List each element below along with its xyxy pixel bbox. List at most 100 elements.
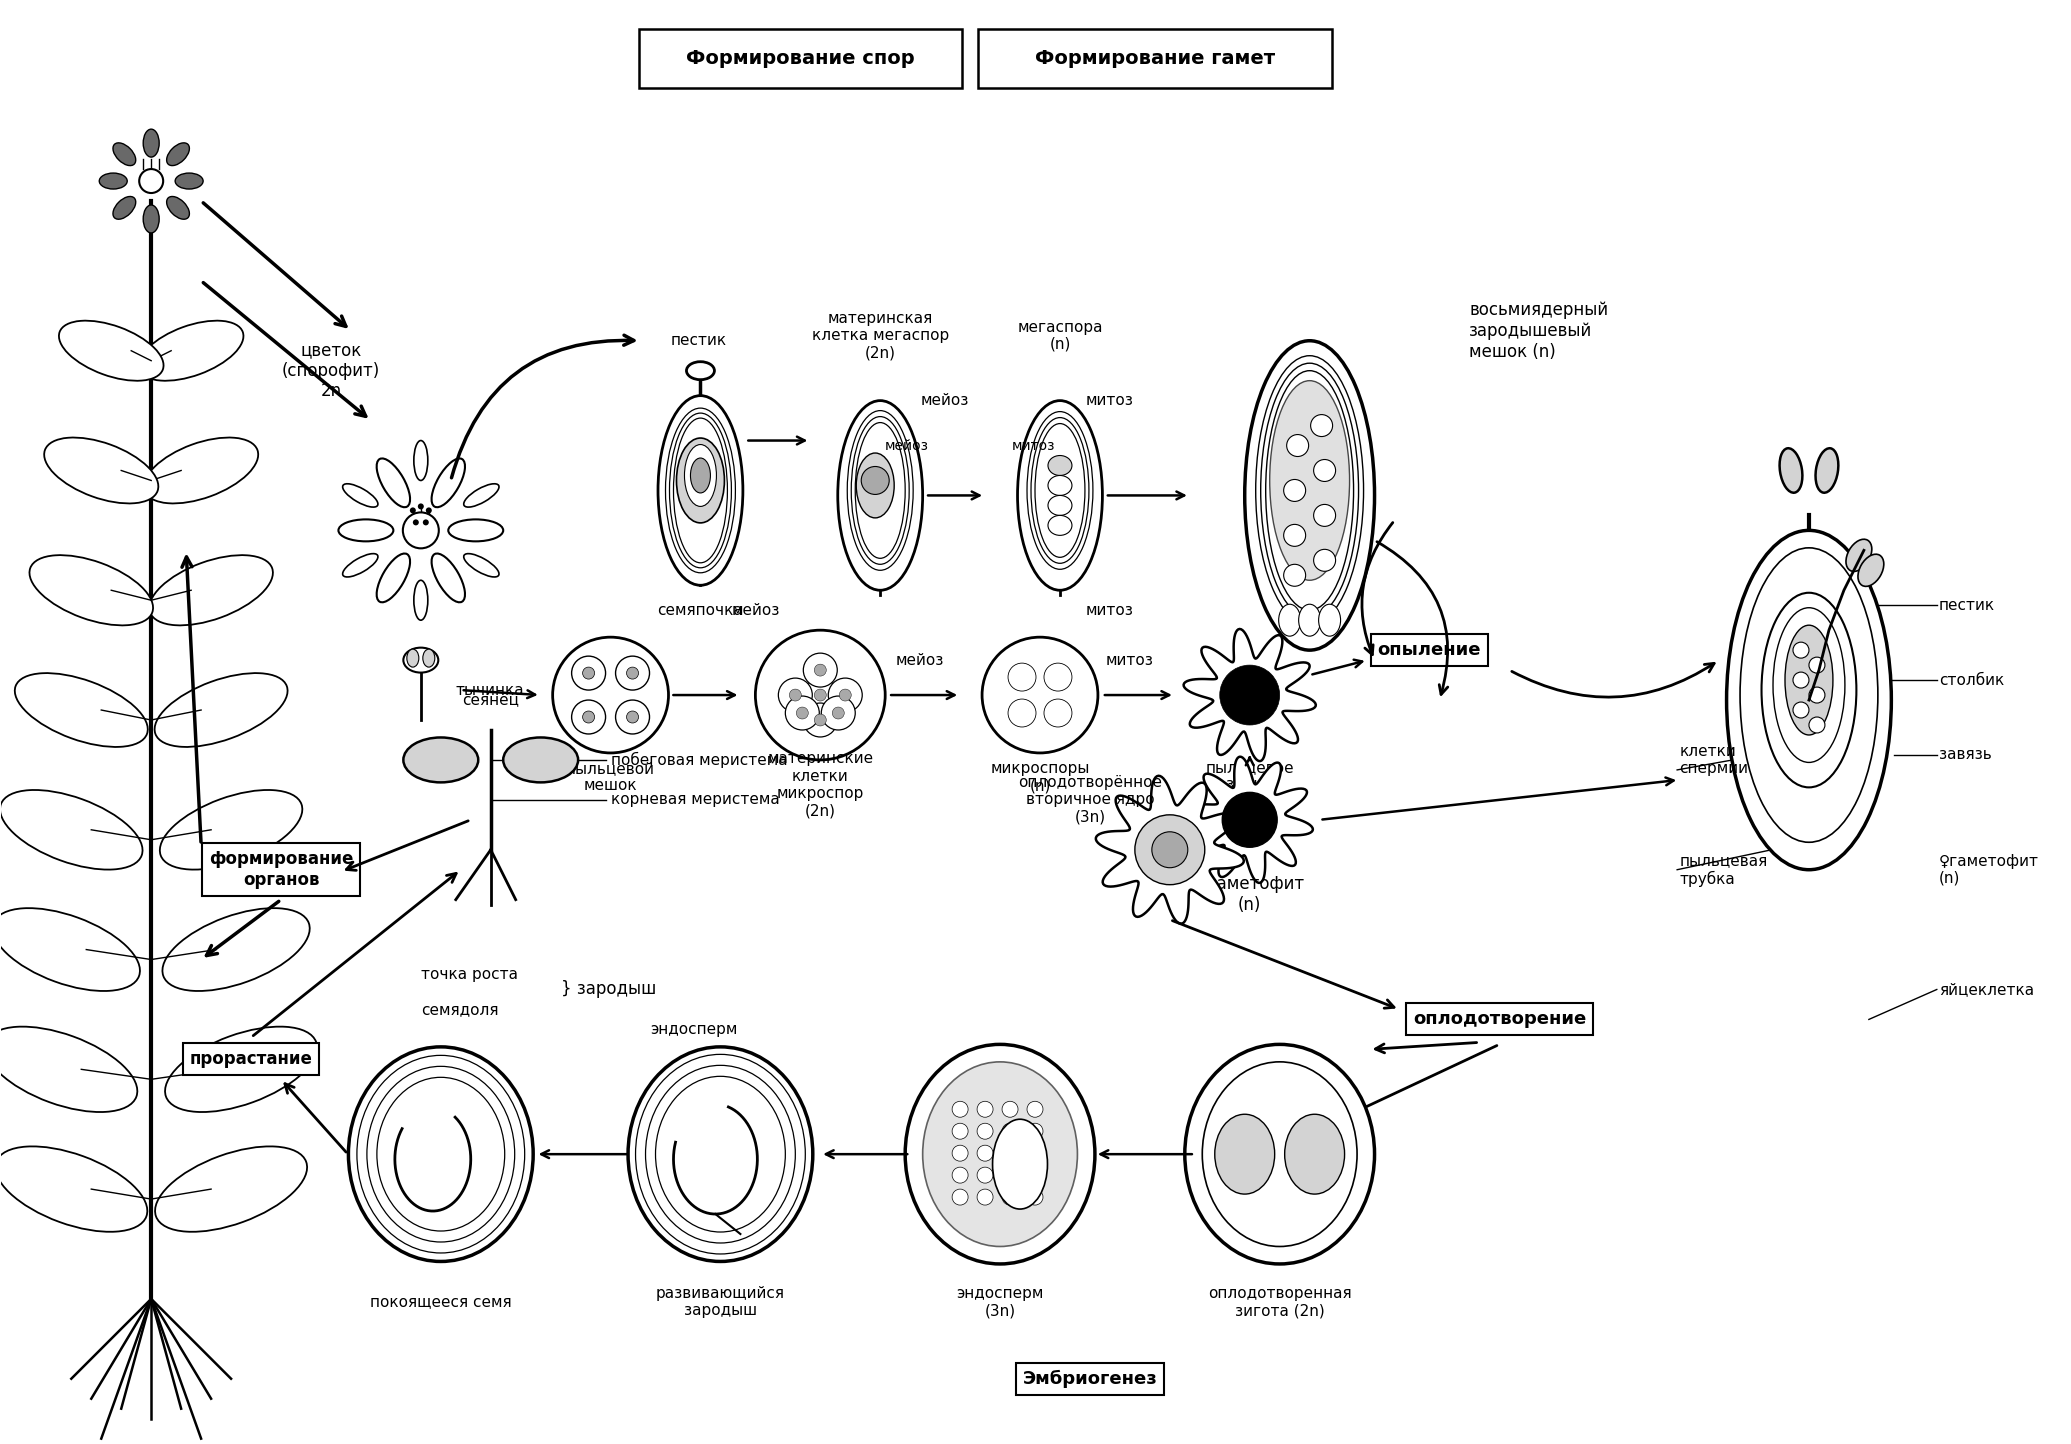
Circle shape (1793, 671, 1808, 687)
Ellipse shape (924, 1061, 1077, 1246)
Ellipse shape (155, 1147, 307, 1232)
Ellipse shape (1727, 530, 1891, 869)
Ellipse shape (690, 458, 710, 492)
Circle shape (1009, 699, 1036, 726)
Circle shape (1808, 657, 1825, 673)
Circle shape (756, 630, 884, 760)
Text: цветок
(спорофит)
2n: цветок (спорофит) 2n (282, 341, 381, 400)
Ellipse shape (992, 1119, 1048, 1209)
Circle shape (427, 507, 433, 514)
Ellipse shape (35, 559, 147, 622)
Ellipse shape (377, 1077, 505, 1232)
Ellipse shape (1278, 604, 1301, 637)
Text: мейоз: мейоз (884, 439, 930, 452)
Ellipse shape (404, 738, 478, 783)
Circle shape (1002, 1145, 1019, 1161)
Circle shape (814, 713, 826, 726)
Circle shape (582, 710, 594, 723)
Ellipse shape (176, 173, 203, 189)
Circle shape (953, 1102, 967, 1118)
Text: побеговая меристема: побеговая меристема (611, 752, 787, 768)
Ellipse shape (348, 1047, 532, 1262)
Circle shape (615, 656, 650, 690)
Ellipse shape (356, 1056, 524, 1253)
Ellipse shape (99, 173, 126, 189)
Ellipse shape (1284, 1115, 1344, 1194)
Circle shape (953, 1167, 967, 1183)
Ellipse shape (162, 677, 282, 744)
Circle shape (978, 1188, 994, 1206)
Ellipse shape (143, 205, 159, 232)
Circle shape (1027, 1102, 1044, 1118)
Ellipse shape (855, 453, 895, 518)
Circle shape (953, 1188, 967, 1206)
Ellipse shape (659, 396, 743, 585)
Circle shape (1284, 565, 1305, 586)
Ellipse shape (50, 440, 153, 500)
Circle shape (978, 1167, 994, 1183)
Ellipse shape (6, 794, 135, 865)
Text: формирование
органов: формирование органов (209, 851, 354, 890)
Circle shape (982, 637, 1098, 752)
Text: клетки
спермии: клетки спермии (1680, 744, 1748, 775)
Ellipse shape (2, 1151, 139, 1227)
Ellipse shape (1858, 554, 1885, 586)
Ellipse shape (58, 321, 164, 381)
Ellipse shape (1270, 381, 1350, 580)
Ellipse shape (381, 464, 406, 503)
Circle shape (797, 708, 808, 719)
Text: завязь: завязь (1938, 748, 1992, 762)
Ellipse shape (503, 738, 578, 783)
Text: Формирование гамет: Формирование гамет (1036, 49, 1276, 68)
Text: восьмиядерный
зародышевый
мешок (n): восьмиядерный зародышевый мешок (n) (1470, 300, 1609, 361)
Ellipse shape (114, 196, 137, 219)
Ellipse shape (1048, 495, 1073, 516)
Circle shape (1002, 1188, 1019, 1206)
Ellipse shape (149, 440, 253, 500)
Circle shape (804, 653, 837, 687)
Ellipse shape (381, 557, 406, 598)
Ellipse shape (406, 650, 418, 667)
Ellipse shape (145, 438, 259, 504)
FancyBboxPatch shape (978, 29, 1332, 88)
Text: Формирование спор: Формирование спор (686, 49, 915, 68)
Text: яйцеклетка: яйцеклетка (1938, 982, 2034, 996)
Circle shape (814, 664, 826, 676)
Text: семядоля: семядоля (420, 1002, 499, 1017)
Circle shape (628, 710, 638, 723)
Text: мегаспора
(n): мегаспора (n) (1017, 319, 1102, 352)
Ellipse shape (454, 523, 499, 539)
Text: митоз: митоз (1011, 439, 1054, 452)
Ellipse shape (170, 913, 302, 986)
Circle shape (1002, 1167, 1019, 1183)
Circle shape (418, 504, 425, 510)
Text: митоз: митоз (1085, 393, 1133, 409)
Circle shape (1284, 524, 1305, 546)
Text: микроспоры
(n): микроспоры (n) (990, 761, 1089, 793)
Ellipse shape (431, 458, 466, 507)
Ellipse shape (342, 484, 377, 507)
Circle shape (1286, 435, 1309, 456)
Ellipse shape (1017, 400, 1102, 591)
Ellipse shape (839, 400, 924, 591)
Circle shape (1313, 504, 1336, 527)
Circle shape (422, 520, 429, 526)
Ellipse shape (367, 1066, 516, 1242)
Ellipse shape (166, 1027, 317, 1112)
Text: мейоз: мейоз (897, 653, 944, 667)
Circle shape (822, 696, 855, 731)
Circle shape (828, 679, 862, 712)
Ellipse shape (1740, 547, 1878, 842)
Ellipse shape (414, 440, 429, 481)
Ellipse shape (1048, 475, 1073, 495)
Ellipse shape (145, 323, 238, 378)
Circle shape (1793, 643, 1808, 658)
Ellipse shape (636, 1054, 806, 1253)
Ellipse shape (114, 143, 137, 166)
Text: оплодотворение: оплодотворение (1412, 1011, 1586, 1028)
Ellipse shape (0, 790, 143, 869)
Text: тычинка: тычинка (456, 683, 524, 697)
Ellipse shape (166, 143, 188, 166)
Circle shape (1808, 718, 1825, 734)
Ellipse shape (377, 458, 410, 507)
